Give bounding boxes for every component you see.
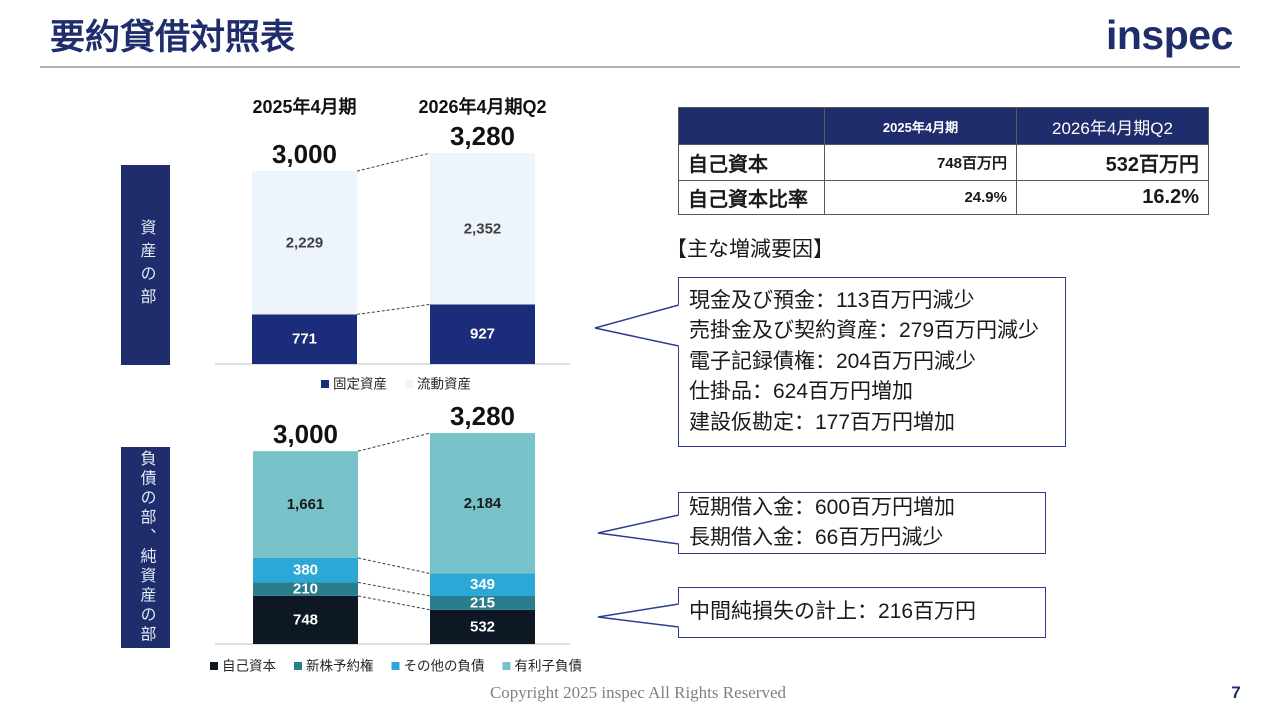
legend-swatch <box>405 380 413 388</box>
period-header-2025: 2025年4月期 <box>824 107 1017 145</box>
bar-segment <box>430 433 535 574</box>
legend-swatch <box>294 662 302 670</box>
debt-change-callout: 短期借入金：600百万円増加 長期借入金：66百万円減少 <box>678 492 1046 554</box>
bar-segment <box>253 451 358 558</box>
legend-swatch <box>502 662 511 670</box>
callout-line: 中間純損失の計上：216百万円 <box>689 600 977 624</box>
legend-label: 新株予約権 <box>306 658 374 674</box>
bar-segment <box>252 314 357 364</box>
total-label: 3,000 <box>272 139 337 169</box>
connector-line <box>357 432 431 452</box>
callout-pointers <box>594 304 680 628</box>
data-label: 215 <box>470 594 495 611</box>
equity-table: 2025年4月期 2026年4月期Q2 自己資本 748百万円 532百万円 自… <box>678 107 1209 215</box>
legend-label: その他の負債 <box>404 659 485 674</box>
equity-ratio-2025: 24.9% <box>824 180 1017 215</box>
data-label: 349 <box>470 576 495 593</box>
connector-line <box>357 595 431 611</box>
data-label: 2,184 <box>464 495 502 512</box>
callout-line: 短期借入金：600百万円増加 <box>689 495 956 519</box>
bar-segment <box>430 595 535 610</box>
equity-value-2026q2: 532百万円 <box>1016 144 1209 181</box>
data-label: 2,352 <box>464 220 502 237</box>
total-label: 3,000 <box>273 419 338 449</box>
legend-swatch <box>210 662 218 670</box>
balance-sheet-charts: 771 2,229 3,000 2025年4月期 927 2,352 3,280 2026年4… <box>210 96 582 674</box>
assets-section-text: 資産の部 <box>137 219 155 311</box>
chart-legend: 自己資本 新株予約権 その他の負債 有利子負債 <box>210 658 582 674</box>
legend-item: 固定資産 <box>321 377 387 392</box>
data-label: 210 <box>293 581 318 598</box>
callout-pointer <box>597 603 680 628</box>
company-logo: inspec <box>1106 12 1233 58</box>
connector-line <box>356 152 431 172</box>
callout-line: 売掛金及び契約資産：279百万円減少 <box>689 319 1040 343</box>
data-label: 771 <box>292 331 317 348</box>
legend-item: その他の負債 <box>391 659 485 674</box>
callout-line: 電子記録債権：204百万円減少 <box>689 349 977 373</box>
legend-item: 有利子負債 <box>502 659 583 674</box>
bar-segment <box>253 557 358 583</box>
bar-segment <box>252 171 357 315</box>
legend-label: 有利子負債 <box>515 659 583 674</box>
callout-line: 仕掛品：624百万円増加 <box>689 380 914 404</box>
data-label: 927 <box>470 326 495 343</box>
category-label: 2026年4月期Q2 <box>418 96 546 117</box>
legend-item: 流動資産 <box>405 377 471 392</box>
copyright-notice: Copyright 2025 inspec All Rights Reserve… <box>489 683 787 702</box>
bar-segment <box>430 304 535 364</box>
bar-segment <box>253 582 358 596</box>
period-header-2026q2: 2026年4月期Q2 <box>1016 107 1209 145</box>
page-title: 要約貸借対照表 <box>50 18 296 57</box>
equity-change-callout: 中間純損失の計上：216百万円 <box>678 587 1046 638</box>
assets-section-label: 資産の部 <box>121 165 170 365</box>
connector-line <box>357 557 431 575</box>
assets-change-callout: 現金及び預金：113百万円減少 売掛金及び契約資産：279百万円減少 電子記録債… <box>678 277 1066 447</box>
page-number: 7 <box>1231 683 1241 702</box>
legend-label: 流動資産 <box>417 377 471 392</box>
callout-pointer <box>594 304 680 347</box>
equity-ratio-2026q2: 16.2% <box>1016 180 1209 215</box>
bar-segment <box>430 573 535 596</box>
data-label: 1,661 <box>287 496 325 513</box>
row-label-equity-ratio: 自己資本比率 <box>678 180 825 215</box>
equity-value-2025: 748百万円 <box>824 144 1017 181</box>
legend-item: 自己資本 <box>210 659 276 674</box>
data-label: 748 <box>293 611 318 628</box>
data-label: 532 <box>470 618 495 635</box>
table-row: 自己資本 748百万円 532百万円 <box>678 144 1209 181</box>
connector-line <box>356 303 431 315</box>
equity-table-header-row: 2025年4月期 2026年4月期Q2 <box>678 107 1209 145</box>
liabilities-section-label: 負債の部、純資産の部 <box>121 447 170 648</box>
total-label: 3,280 <box>450 401 515 431</box>
row-label-equity: 自己資本 <box>678 144 825 181</box>
factors-heading: 【主な増減要因】 <box>666 238 834 261</box>
callout-line: 建設仮勘定：177百万円増加 <box>689 410 956 434</box>
legend-swatch <box>321 380 329 388</box>
chart-legend: 固定資産 流動資産 <box>321 377 471 392</box>
assets-chart: 771 2,229 3,000 2025年4月期 927 2,352 3,280 2026年4… <box>215 96 570 392</box>
bar-segment <box>430 153 535 305</box>
callout-line: 現金及び預金：113百万円減少 <box>689 288 975 312</box>
callout-pointer <box>597 514 680 545</box>
total-label: 3,280 <box>450 121 515 151</box>
category-label: 2025年4月期 <box>252 96 356 117</box>
legend-item: 新株予約権 <box>294 658 374 674</box>
bar-segment <box>253 595 358 644</box>
bar-segment <box>430 609 535 644</box>
title-divider <box>40 66 1240 68</box>
liabilities-section-text: 負債の部、純資産の部 <box>137 450 155 645</box>
callout-line: 長期借入金：66百万円減少 <box>689 526 944 549</box>
legend-swatch <box>391 662 400 670</box>
equity-table-corner-cell <box>678 107 825 145</box>
connector-line <box>357 581 431 597</box>
data-label: 2,229 <box>286 234 324 251</box>
data-label: 380 <box>293 562 318 579</box>
table-row: 自己資本比率 24.9% 16.2% <box>678 180 1209 215</box>
legend-label: 自己資本 <box>222 659 276 674</box>
legend-label: 固定資産 <box>333 377 387 392</box>
